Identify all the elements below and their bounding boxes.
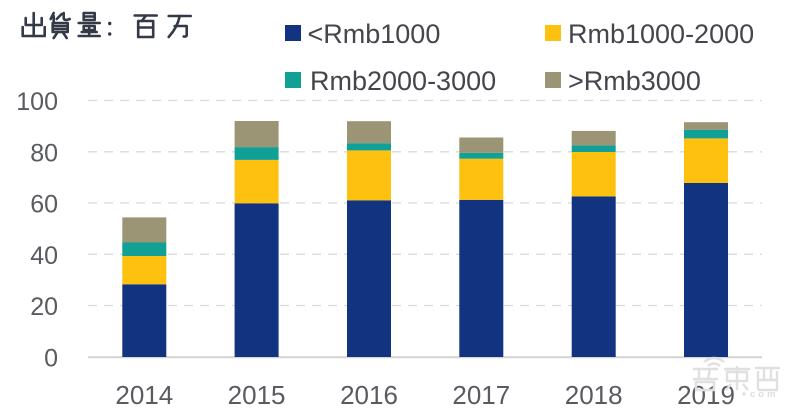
svg-text:Rmb1000-2000: Rmb1000-2000 (568, 19, 754, 49)
svg-text:>Rmb3000: >Rmb3000 (568, 66, 701, 96)
svg-text:2016: 2016 (340, 380, 398, 410)
svg-text:0: 0 (44, 344, 58, 372)
svg-text:40: 40 (30, 242, 58, 270)
svg-text:20: 20 (30, 293, 58, 321)
svg-text:100: 100 (16, 88, 58, 116)
svg-text:2019: 2019 (677, 380, 735, 410)
svg-text:2015: 2015 (228, 380, 286, 410)
svg-text:2014: 2014 (115, 380, 173, 410)
svg-text:com: com (750, 389, 779, 400)
svg-text:60: 60 (30, 191, 58, 219)
svg-text:<Rmb1000: <Rmb1000 (308, 19, 441, 49)
svg-text:2018: 2018 (565, 380, 623, 410)
svg-text:2017: 2017 (452, 380, 510, 410)
svg-text:80: 80 (30, 140, 58, 168)
svg-text:Rmb2000-3000: Rmb2000-3000 (310, 66, 496, 96)
